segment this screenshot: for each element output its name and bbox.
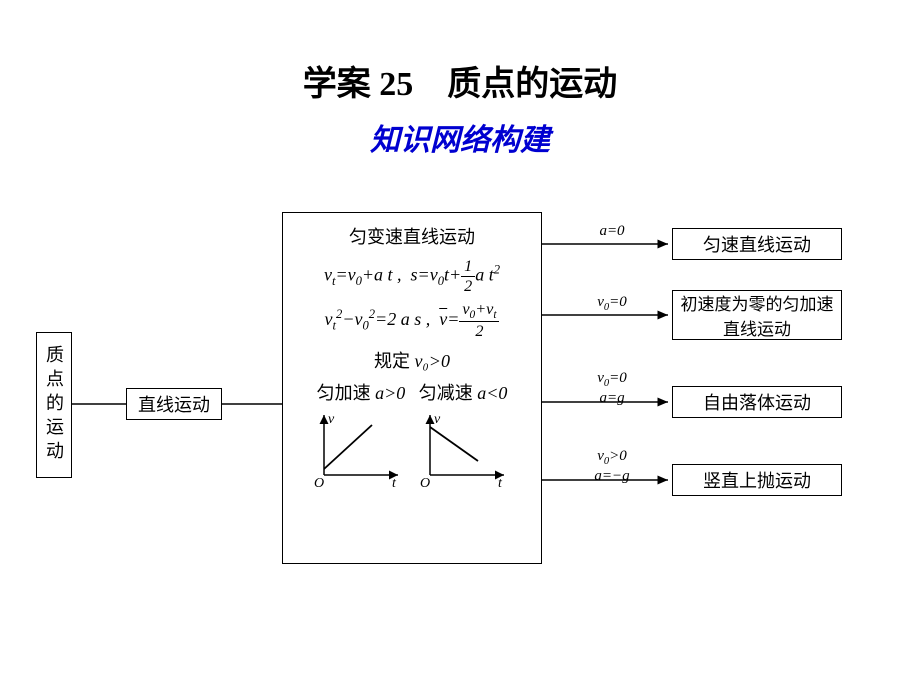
page-title: 学案 25 质点的运动 — [0, 0, 920, 105]
vt-graphs: v t O v t O — [297, 411, 527, 489]
center-box: 匀变速直线运动 vt=v0+a t , s=v0t+12a t2 vt2−v02… — [282, 212, 542, 564]
svg-text:v: v — [434, 412, 441, 427]
rule-line: 规定 v₀>0 — [297, 347, 527, 373]
root-box: 质点的运动 — [36, 332, 72, 478]
svg-text:O: O — [314, 476, 324, 489]
branch-box-1: 初速度为零的匀加速直线运动 — [672, 290, 842, 340]
arrow-1 — [542, 311, 672, 319]
linear-box: 直线运动 — [126, 388, 222, 420]
arrow-2 — [542, 398, 672, 406]
svg-text:t: t — [498, 476, 503, 489]
arrow-3 — [542, 476, 672, 484]
page-subtitle: 知识网络构建 — [0, 105, 920, 159]
concept-diagram: 质点的运动 直线运动 匀变速直线运动 vt=v0+a t , s=v0t+12a… — [36, 212, 884, 572]
svg-text:O: O — [420, 476, 430, 489]
root-label: 质点的运动 — [41, 345, 67, 465]
branch-box-0: 匀速直线运动 — [672, 228, 842, 260]
conn-root-linear — [72, 402, 126, 406]
eq-1: vt=v0+a t , s=v0t+12a t2 — [297, 257, 527, 296]
branch-box-2: 自由落体运动 — [672, 386, 842, 418]
eq-2: vt2−v02=2 a s , v=v0+vt2 — [297, 300, 527, 341]
svg-text:v: v — [328, 412, 335, 427]
acc-dec-line: 匀加速 a>0 匀减速 a<0 — [297, 379, 527, 405]
branch-label-3: 竖直上抛运动 — [703, 467, 811, 493]
linear-label: 直线运动 — [138, 391, 210, 417]
graph-decel: v t O — [420, 411, 510, 489]
branch-label-1: 初速度为零的匀加速直线运动 — [679, 290, 835, 340]
branch-label-0: 匀速直线运动 — [703, 231, 811, 257]
branch-box-3: 竖直上抛运动 — [672, 464, 842, 496]
svg-text:t: t — [392, 476, 397, 489]
center-heading: 匀变速直线运动 — [297, 223, 527, 249]
branch-label-2: 自由落体运动 — [703, 389, 811, 415]
arrow-0 — [542, 240, 672, 248]
graph-accel: v t O — [314, 411, 404, 489]
conn-linear-center — [222, 402, 282, 406]
cond-0: a=0 — [576, 223, 648, 240]
